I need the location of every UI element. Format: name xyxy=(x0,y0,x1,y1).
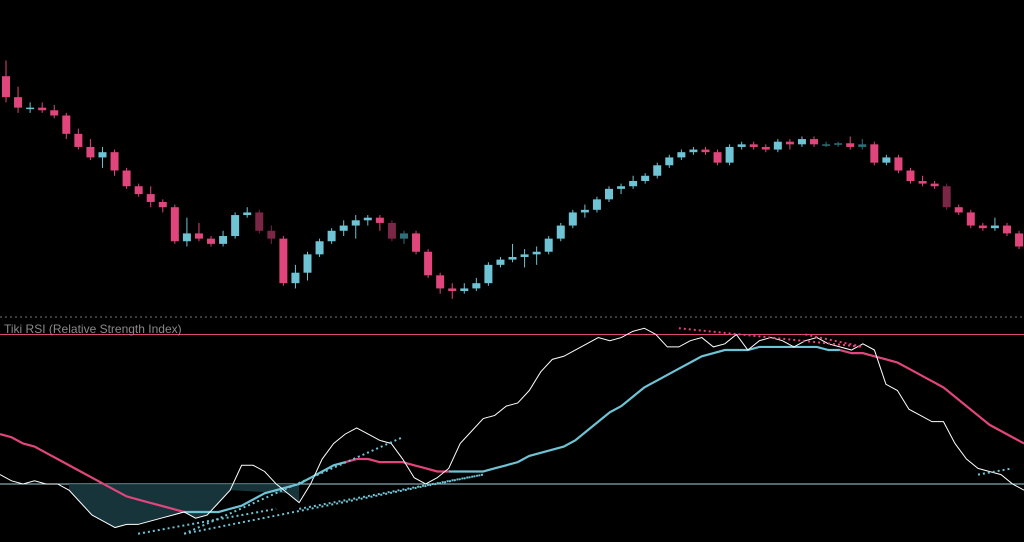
candle-body xyxy=(291,272,300,284)
candle-body xyxy=(194,233,203,239)
divergence-trendline xyxy=(977,467,1013,476)
candle-body xyxy=(339,225,348,231)
rsi-line xyxy=(0,327,1024,529)
candle-body xyxy=(74,133,83,147)
candle-body xyxy=(556,225,565,239)
candle-body xyxy=(303,254,312,273)
candle-body xyxy=(894,157,903,171)
candle-body xyxy=(460,288,469,292)
candle-body xyxy=(26,107,35,110)
candle-body xyxy=(822,144,831,146)
candle-body xyxy=(713,152,722,163)
candle-body xyxy=(677,152,686,158)
divergence-trendline xyxy=(137,507,277,535)
candle-body xyxy=(363,217,372,221)
candle-body xyxy=(351,220,360,226)
candle-body xyxy=(605,188,613,200)
candle-body xyxy=(327,230,336,242)
candle-body xyxy=(653,165,662,176)
candle-body xyxy=(810,139,819,145)
candle-body xyxy=(255,212,264,231)
candle-body xyxy=(508,256,517,260)
candle-body xyxy=(701,149,710,153)
candle-body xyxy=(1002,225,1011,234)
candle-body xyxy=(725,146,734,163)
candle-body xyxy=(966,212,975,226)
divergence-trendline xyxy=(298,473,484,510)
candle-body xyxy=(387,222,396,239)
candle-body xyxy=(1015,233,1024,247)
divergence-trendline xyxy=(183,473,484,535)
candle-body xyxy=(122,170,131,187)
candle-body xyxy=(749,144,758,147)
candle-body xyxy=(231,215,240,237)
candle-body xyxy=(870,144,879,163)
candle-body xyxy=(98,152,107,158)
candle-body xyxy=(375,217,384,223)
candle-body xyxy=(279,238,288,284)
candle-body xyxy=(146,194,155,202)
oversold-fill xyxy=(69,483,300,528)
divergence-trendline xyxy=(678,327,864,348)
candle-body xyxy=(219,236,228,244)
candle-body xyxy=(2,76,10,98)
candle-body xyxy=(110,152,119,171)
candle-body xyxy=(617,186,626,189)
candle-body xyxy=(86,146,95,158)
candle-body xyxy=(978,225,987,229)
candle-body xyxy=(484,264,493,284)
signal-line-pink xyxy=(0,348,1024,514)
candle-body xyxy=(785,141,794,145)
candle-body xyxy=(182,233,191,242)
candle-body xyxy=(689,149,698,153)
candle-body xyxy=(592,199,601,210)
candle-body xyxy=(50,110,59,116)
candle-body xyxy=(846,143,855,147)
candle-body xyxy=(170,207,179,242)
candle-body xyxy=(448,288,457,292)
candle-body xyxy=(641,175,650,181)
candle-body xyxy=(315,241,324,255)
candle-body xyxy=(412,233,421,252)
candle-body xyxy=(665,157,674,166)
candle-body xyxy=(568,212,577,226)
candle-body xyxy=(629,181,638,187)
candle-body xyxy=(38,107,47,111)
candle-body xyxy=(797,139,806,145)
candle-body xyxy=(580,209,589,213)
indicator-title: Tiki RSI (Relative Strength Index) xyxy=(4,322,182,336)
candle-body xyxy=(882,157,891,163)
candle-body xyxy=(267,230,276,239)
candle-body xyxy=(990,225,999,229)
candle-body xyxy=(532,251,541,255)
candle-body xyxy=(62,115,71,134)
candle-body xyxy=(544,238,553,252)
candle-body xyxy=(930,183,939,187)
candle-body xyxy=(243,212,252,216)
candle-body xyxy=(906,170,915,181)
signal-line-teal xyxy=(184,347,1024,512)
candle-body xyxy=(773,141,782,150)
candle-body xyxy=(496,259,505,265)
candle-body xyxy=(436,275,445,289)
candle-body xyxy=(834,143,843,145)
candle-body xyxy=(207,238,216,244)
candle-body xyxy=(424,251,433,276)
candle-body xyxy=(472,283,481,289)
candle-body xyxy=(918,181,927,184)
candle-body xyxy=(399,233,408,239)
candle-body xyxy=(954,207,963,213)
candle-body xyxy=(134,186,143,195)
candle-body xyxy=(158,201,167,208)
candle-body xyxy=(14,97,23,108)
candle-body xyxy=(858,144,867,147)
candle-body xyxy=(520,254,529,257)
candle-body xyxy=(761,146,770,150)
candle-body xyxy=(942,186,951,208)
candle-body xyxy=(737,144,746,147)
